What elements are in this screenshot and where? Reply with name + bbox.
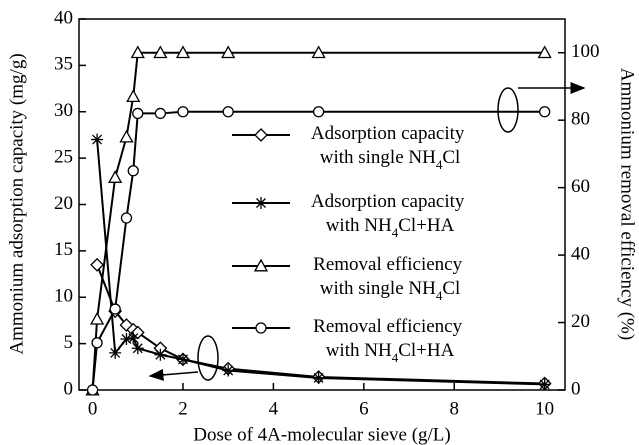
point bbox=[108, 170, 123, 183]
point bbox=[222, 106, 234, 118]
x-tick-label: 4 bbox=[269, 398, 279, 419]
series-line bbox=[96, 139, 545, 386]
y2-tick-label: 100 bbox=[571, 41, 600, 62]
point bbox=[176, 353, 189, 366]
annotation-arrow bbox=[148, 368, 199, 381]
legend-label: Removal efficiency with NH4Cl+HA bbox=[313, 316, 467, 365]
y-tick-label: 5 bbox=[64, 332, 74, 353]
point bbox=[126, 89, 141, 103]
y-tick-label: 40 bbox=[54, 7, 73, 28]
y2-tick-label: 0 bbox=[571, 378, 581, 399]
point bbox=[109, 346, 122, 359]
point bbox=[154, 107, 167, 120]
legend-label: Removal efficiency with single NH4Cl bbox=[313, 254, 467, 303]
legend-marker bbox=[254, 128, 268, 142]
point bbox=[177, 106, 189, 118]
point bbox=[119, 129, 134, 143]
legend-label: Adsorption capacity with single NH4Cl bbox=[311, 123, 469, 172]
point bbox=[119, 318, 134, 332]
series-line bbox=[91, 51, 545, 391]
y-tick-label: 25 bbox=[54, 146, 73, 167]
y2-tick-label: 40 bbox=[571, 243, 590, 264]
y-tick-label: 35 bbox=[54, 54, 73, 75]
x-tick-label: 0 bbox=[88, 398, 98, 419]
point bbox=[86, 384, 99, 396]
y2-tick-label: 60 bbox=[571, 176, 590, 197]
x-tick-label: 2 bbox=[178, 398, 188, 419]
point bbox=[537, 45, 552, 59]
point bbox=[312, 106, 325, 118]
annotation-ellipse bbox=[497, 87, 519, 133]
legend-label: Adsorption capacity with NH4Cl+HA bbox=[311, 191, 469, 240]
y-tick-label: 10 bbox=[54, 286, 73, 307]
series-line bbox=[96, 264, 545, 385]
point bbox=[120, 332, 133, 345]
point bbox=[127, 165, 139, 177]
point bbox=[311, 45, 326, 59]
point bbox=[154, 348, 167, 361]
y-tick-label: 20 bbox=[54, 193, 73, 214]
point bbox=[312, 371, 325, 384]
y-tick-label: 15 bbox=[54, 239, 73, 260]
y-axis-label: Ammonium adsorption capacity (mg/g) bbox=[6, 53, 27, 354]
y2-tick-label: 20 bbox=[571, 311, 590, 332]
y2-tick-label: 80 bbox=[571, 109, 590, 130]
point bbox=[222, 364, 235, 377]
annotation-ellipse bbox=[197, 335, 219, 381]
point bbox=[127, 332, 140, 345]
x-tick-label: 6 bbox=[359, 398, 369, 419]
legend-marker bbox=[255, 197, 267, 209]
point bbox=[130, 45, 145, 59]
x-tick-label: 8 bbox=[449, 398, 459, 419]
point bbox=[120, 212, 133, 224]
point bbox=[153, 45, 168, 59]
point bbox=[132, 107, 144, 120]
point bbox=[109, 303, 121, 315]
point bbox=[539, 106, 551, 118]
point bbox=[538, 378, 551, 391]
legend-marker bbox=[253, 258, 269, 272]
point bbox=[131, 342, 144, 355]
point bbox=[175, 45, 191, 59]
legend-marker bbox=[255, 322, 267, 334]
x-tick-label: 10 bbox=[535, 398, 554, 419]
point bbox=[89, 311, 105, 325]
point bbox=[221, 45, 236, 59]
y2-axis-label: Ammonium removal efficiency (%) bbox=[617, 68, 638, 340]
point bbox=[91, 337, 103, 349]
x-axis-label: Dose of 4A-molecular sieve (g/L) bbox=[193, 424, 450, 445]
y-tick-label: 30 bbox=[54, 100, 73, 121]
point bbox=[91, 133, 104, 146]
y-tick-label: 0 bbox=[64, 378, 74, 399]
point bbox=[90, 257, 105, 272]
